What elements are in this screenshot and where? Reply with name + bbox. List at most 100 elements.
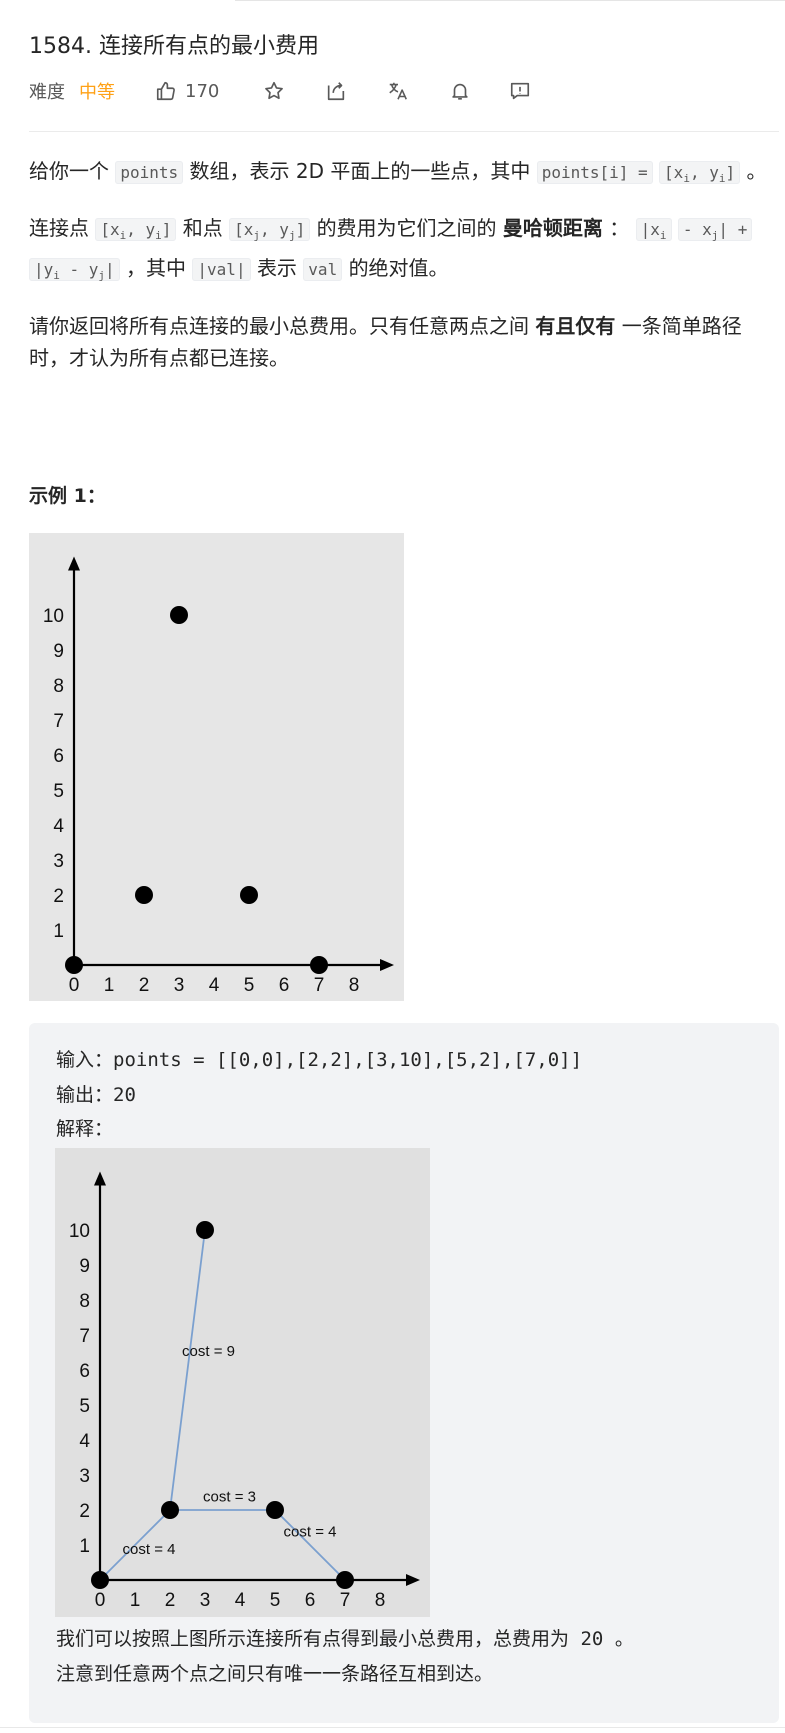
code-sub: j <box>711 229 719 243</box>
x-tick-label: 8 <box>349 975 360 996</box>
code-sub: i <box>683 172 690 186</box>
y-tick-label: 2 <box>53 886 64 907</box>
desc-text: 连接点 <box>29 216 89 241</box>
code-sub: i <box>119 229 127 243</box>
x-tick-label: 8 <box>375 1590 386 1611</box>
code-point-i: [xi, yi] <box>95 218 177 243</box>
y-tick-label: 6 <box>79 1361 90 1382</box>
y-tick-label: 2 <box>79 1501 90 1522</box>
code-part: [x <box>234 220 254 240</box>
y-tick-label: 1 <box>53 921 64 942</box>
x-tick-label: 5 <box>244 975 255 996</box>
y-tick-label: 4 <box>53 816 64 837</box>
code-points-i: points[i] = <box>536 161 653 184</box>
code-sub: i <box>659 229 667 243</box>
translate-icon <box>389 82 408 100</box>
mst-chart: 0 1 2 3 4 5 6 7 8 1 2 3 4 5 6 7 8 9 10 cost = 4 cost = 9 cost… <box>69 1171 420 1611</box>
manhattan-distance-term: 曼哈顿距离 <box>502 216 603 241</box>
y-axis-arrow <box>94 1171 106 1186</box>
bell-icon <box>452 83 469 100</box>
top-divider <box>235 0 785 1</box>
y-tick-label: 1 <box>79 1536 90 1557</box>
data-point <box>65 956 83 974</box>
note-value: 20 <box>580 1628 604 1650</box>
data-point <box>170 606 188 624</box>
y-tick-label: 9 <box>79 1256 90 1277</box>
share-icon <box>328 82 345 101</box>
code-part: - y <box>59 260 99 280</box>
output-value: 20 <box>113 1084 136 1106</box>
code-part: , y <box>260 220 289 240</box>
x-axis-arrow <box>406 1574 420 1586</box>
mst-edge <box>169 1229 206 1511</box>
desc-text: ，其中 <box>126 256 187 281</box>
input-value: points = [[0,0],[2,2],[3,10],[5,2],[7,0]… <box>113 1049 583 1071</box>
translate-button[interactable] <box>387 78 409 104</box>
example-input-line: 输入：points = [[0,0],[2,2],[3,10],[5,2],[7… <box>56 1045 582 1072</box>
desc-text: 的绝对值。 <box>348 256 449 281</box>
x-tick-label: 0 <box>95 1590 106 1611</box>
data-point <box>135 886 153 904</box>
like-count: 170 <box>185 80 220 102</box>
y-tick-label: 3 <box>79 1466 90 1487</box>
input-label: 输入： <box>56 1049 114 1071</box>
code-manhattan-x: |xi <box>635 218 672 243</box>
desc-paragraph-2: 连接点 [xi, yi] 和点 [xj, yj] 的费用为它们之间的 曼哈顿距离… <box>29 212 779 292</box>
x-tick-label: 4 <box>209 975 220 996</box>
x-tick-label: 7 <box>340 1590 351 1611</box>
edge-cost-label: cost = 3 <box>203 1488 256 1505</box>
x-tick-label: 6 <box>305 1590 316 1611</box>
points-scatter-chart: 0 1 2 3 4 5 6 7 8 1 2 3 4 5 6 7 8 9 10 <box>43 556 394 996</box>
data-point <box>336 1571 354 1589</box>
x-tick-label: 1 <box>130 1590 141 1611</box>
code-points: points <box>115 161 184 184</box>
data-point <box>240 886 258 904</box>
mst-edge <box>99 1509 171 1581</box>
share-button[interactable] <box>325 78 347 104</box>
desc-text: 请你返回将所有点连接的最小总费用。只有任意两点之间 <box>29 313 529 338</box>
code-part: | <box>718 220 729 240</box>
code-sub: i <box>155 229 162 243</box>
code-part: + <box>737 220 748 240</box>
code-sub: i <box>53 269 60 283</box>
example-output-line: 输出：20 <box>56 1080 136 1107</box>
code-part: [x <box>100 220 120 240</box>
data-point <box>266 1501 284 1519</box>
code-part: ] <box>295 220 306 240</box>
problem-meta-bar: 难度 中等 170 <box>29 78 531 104</box>
x-tick-label: 4 <box>235 1590 246 1611</box>
code-xi-yi: [xi, yi] <box>659 161 741 186</box>
mst-edge <box>274 1509 346 1581</box>
y-tick-label: 10 <box>43 606 64 627</box>
difficulty-badge: 中等 <box>79 82 115 103</box>
code-part: - x <box>682 220 712 240</box>
desc-text: 一条简单路径时，才认为所有点都已连接。 <box>29 313 742 370</box>
y-tick-label: 10 <box>69 1221 90 1242</box>
code-part: |x <box>640 220 660 240</box>
desc-text: 数组，表示 2D 平面上的一些点，其中 <box>189 159 531 183</box>
like-button[interactable]: 170 <box>155 78 219 104</box>
x-tick-label: 2 <box>139 975 150 996</box>
output-label: 输出： <box>56 1084 114 1106</box>
x-tick-label: 6 <box>279 975 290 996</box>
desc-text: 和点 <box>182 216 223 241</box>
code-abs-val: |val| <box>192 258 251 282</box>
favorite-button[interactable] <box>263 78 285 104</box>
x-axis-arrow <box>380 959 394 971</box>
difficulty-label: 难度 <box>29 82 65 103</box>
code-part: , y <box>689 163 719 182</box>
edge-cost-label: cost = 4 <box>123 1541 176 1558</box>
data-point <box>196 1221 214 1239</box>
x-tick-label: 3 <box>200 1590 211 1611</box>
y-tick-label: 6 <box>53 746 64 767</box>
note-text: 。 <box>614 1628 634 1650</box>
notification-button[interactable] <box>449 78 471 104</box>
code-sub: i <box>718 172 726 186</box>
example-block: 输入：points = [[0,0],[2,2],[3,10],[5,2],[7… <box>29 1023 779 1723</box>
desc-text: 的费用为它们之间的 <box>316 216 497 241</box>
x-tick-label: 5 <box>270 1590 281 1611</box>
y-tick-label: 5 <box>79 1396 90 1417</box>
code-val: val <box>303 258 343 282</box>
feedback-button[interactable] <box>509 78 531 104</box>
y-tick-label: 7 <box>79 1326 90 1347</box>
